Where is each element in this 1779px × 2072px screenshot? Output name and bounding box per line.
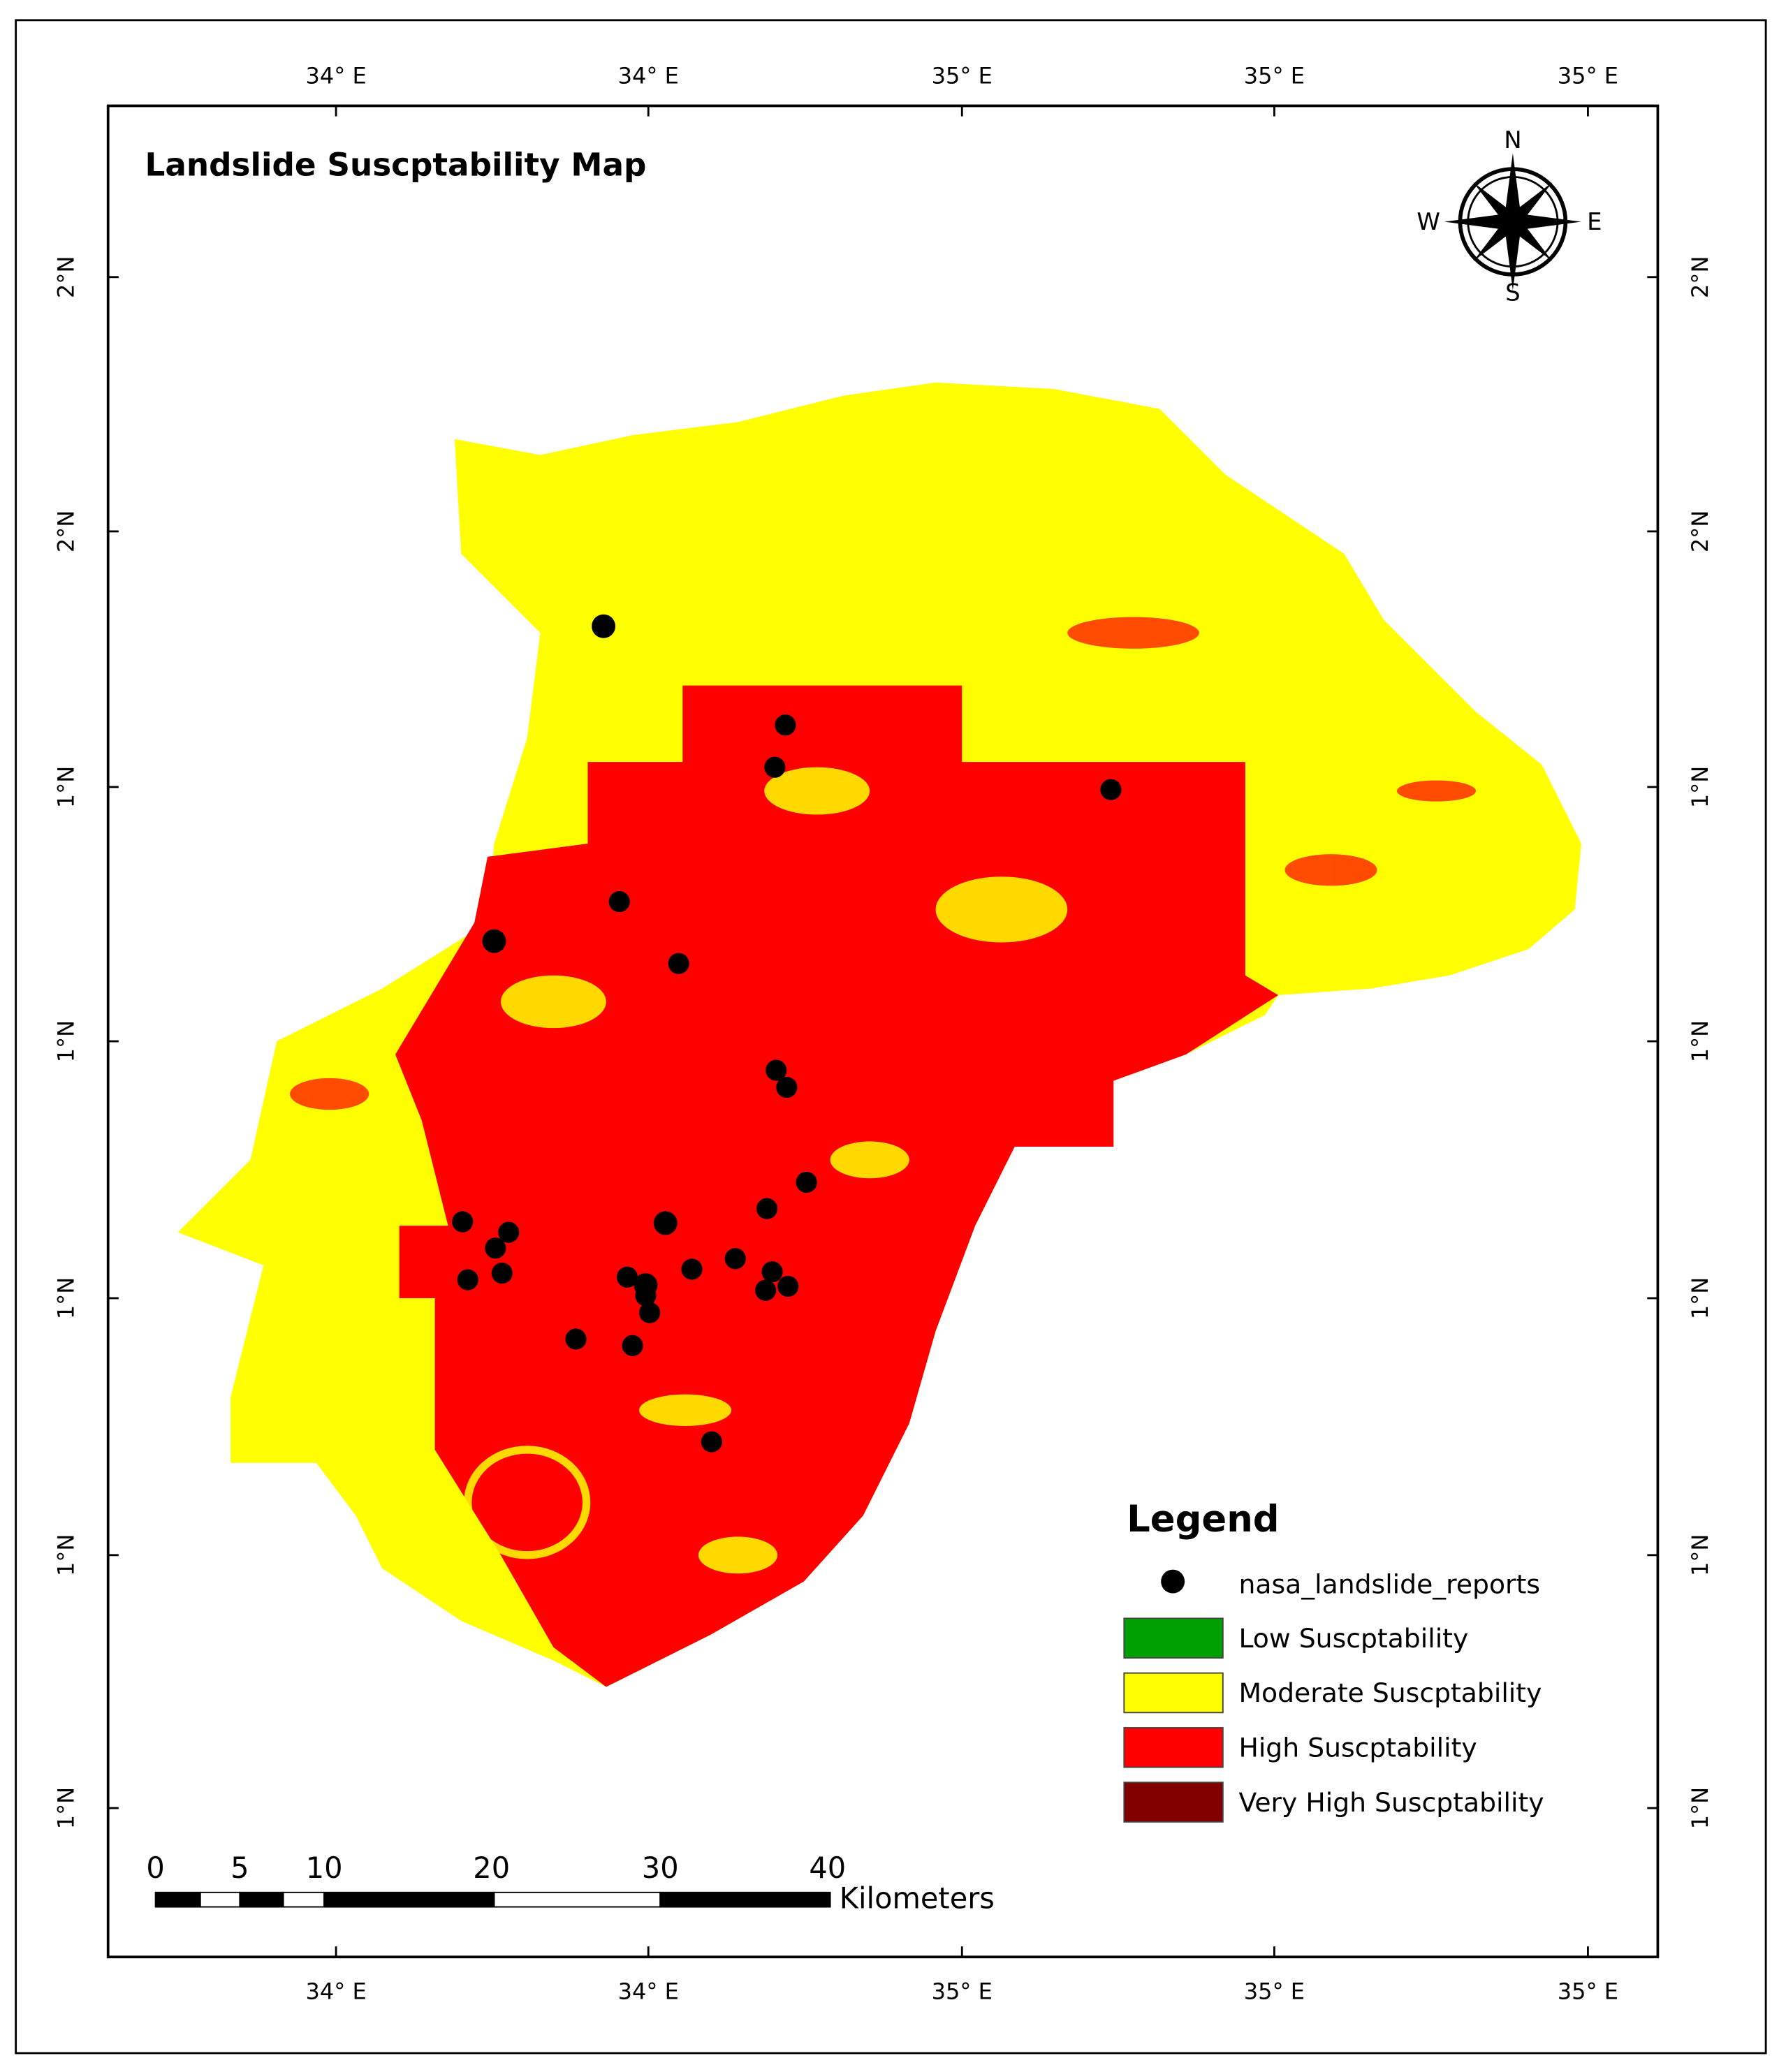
legend-label: Moderate Suscptability	[1238, 1677, 1542, 1708]
scale-label: 30	[642, 1851, 679, 1885]
right-label: 1°N	[1687, 1020, 1713, 1062]
legend-point-label: nasa_landslide_reports	[1238, 1569, 1540, 1600]
right-label: 2°N	[1687, 256, 1713, 298]
top-label: 35° E	[1244, 62, 1305, 89]
left-label: 1°N	[53, 1020, 80, 1062]
legend-title: Legend	[1127, 1498, 1280, 1541]
legend-swatch	[1123, 1727, 1224, 1768]
scale-label: 5	[230, 1851, 249, 1885]
scale-label: 0	[146, 1851, 164, 1885]
legend-label: Low Suscptability	[1238, 1623, 1468, 1654]
bottom-label: 35° E	[1244, 1978, 1305, 2005]
scale-bar	[154, 1891, 831, 1908]
left-label: 1°N	[53, 1787, 80, 1829]
left-label: 2°N	[53, 510, 80, 552]
top-label: 34° E	[618, 62, 679, 89]
left-label: 1°N	[53, 1277, 80, 1319]
high-patches	[290, 617, 1477, 1110]
top-label: 35° E	[932, 62, 993, 89]
frame-labels: 34° E 34° E 35° E 35° E 35° E 34° E 34° E 35° E…	[53, 62, 1713, 2004]
legend-swatch	[1123, 1617, 1224, 1659]
bottom-label: 35° E	[1558, 1978, 1618, 2005]
scale-label: 20	[473, 1851, 510, 1885]
legend-point-symbol	[1161, 1569, 1185, 1594]
compass-s: S	[1505, 279, 1521, 307]
compass-w: W	[1416, 208, 1440, 236]
compass-n: N	[1504, 126, 1521, 154]
left-label: 2°N	[53, 256, 80, 298]
right-label: 1°N	[1687, 766, 1713, 808]
bottom-label: 34° E	[618, 1978, 679, 2005]
compass-e: E	[1587, 208, 1602, 236]
scale-label: 40	[809, 1851, 846, 1885]
left-label: 1°N	[53, 1534, 80, 1576]
scale-labels: 0 5 10 20 30 40	[146, 1851, 846, 1885]
legend-swatch	[1123, 1781, 1224, 1823]
left-label: 1°N	[53, 766, 80, 808]
compass: N S W E	[1416, 126, 1602, 307]
moderate-patches	[464, 767, 1068, 1574]
high-area	[395, 685, 1279, 1687]
right-label: 1°N	[1687, 1787, 1713, 1829]
legend-label: High Suscptability	[1238, 1733, 1477, 1763]
top-label: 35° E	[1558, 62, 1618, 89]
bottom-label: 35° E	[932, 1978, 993, 2005]
scale-unit: Kilometers	[840, 1881, 995, 1915]
landslide-points	[452, 614, 1122, 1453]
legend-label: Very High Suscptability	[1238, 1787, 1544, 1818]
right-label: 1°N	[1687, 1277, 1713, 1319]
map-title: Landslide Suscptability Map	[145, 147, 647, 184]
right-label: 1°N	[1687, 1534, 1713, 1576]
legend-swatch	[1123, 1672, 1224, 1714]
scale-label: 10	[306, 1851, 343, 1885]
bottom-label: 34° E	[305, 1978, 366, 2005]
right-label: 2°N	[1687, 510, 1713, 552]
top-label: 34° E	[305, 62, 366, 89]
legend-items: Low Suscptability Moderate Suscptability H…	[1123, 1617, 1544, 1823]
